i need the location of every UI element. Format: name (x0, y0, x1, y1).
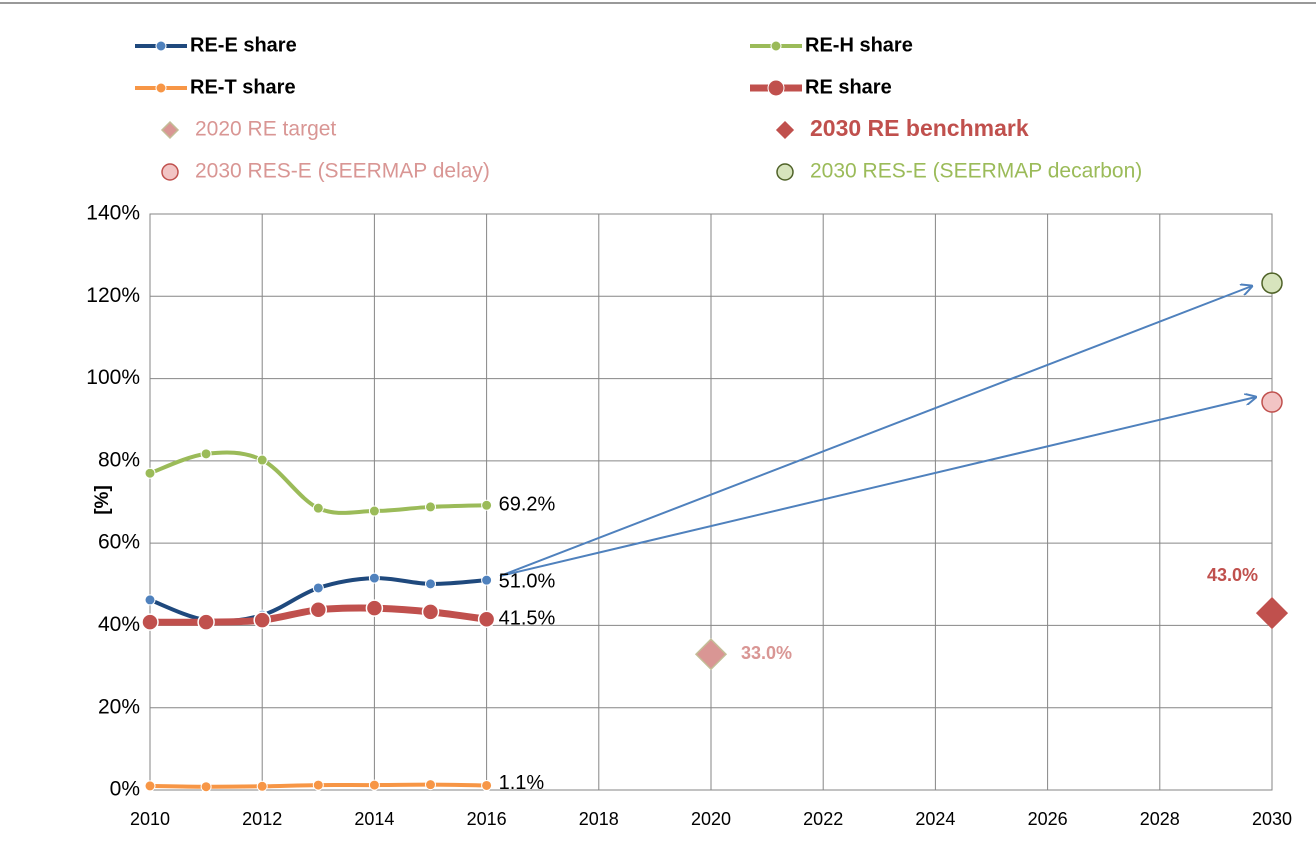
plot-border (149, 213, 1273, 791)
arrow (499, 286, 1252, 577)
y-axis-label: [%] (92, 485, 113, 515)
y-tick-label: 60% (98, 531, 140, 554)
legend-label: 2020 RE target (195, 118, 336, 141)
legend-label: 2030 RES-E (SEERMAP decarbon) (810, 160, 1142, 183)
legend-item: 2030 RE benchmark (810, 115, 1029, 141)
data-point (312, 582, 324, 594)
data-point (144, 780, 156, 792)
legend-marker (775, 120, 795, 140)
data-point (1255, 597, 1289, 630)
data-point (481, 499, 493, 511)
legend-item: 2030 RES-E (SEERMAP delay) (195, 160, 490, 183)
data-point (144, 467, 156, 479)
data-point (312, 779, 324, 791)
data-point (481, 574, 493, 586)
data-point (256, 780, 268, 792)
data-point (365, 599, 384, 617)
data-point (197, 613, 215, 631)
data-point (200, 448, 212, 460)
data-point (368, 572, 380, 584)
data-point (256, 454, 268, 466)
legend-marker (767, 79, 785, 97)
y-tick-label: 120% (86, 284, 140, 307)
legend-marker (160, 120, 180, 140)
data-point (312, 502, 324, 514)
x-tick-label: 2014 (354, 809, 394, 829)
data-point (141, 613, 159, 631)
data-point (481, 779, 493, 791)
y-tick-label: 140% (86, 202, 140, 225)
data-point (1261, 391, 1283, 413)
x-tick-label: 2018 (579, 809, 619, 829)
data-point (425, 779, 436, 791)
legend-marker (155, 82, 167, 94)
x-tick-label: 2022 (803, 809, 843, 829)
data-point (368, 505, 380, 517)
data-label: 69.2% (499, 494, 556, 516)
data-point (253, 611, 271, 629)
legend-label: RE-H share (805, 34, 913, 56)
x-tick-label: 2028 (1140, 809, 1180, 829)
data-label: 33.0% (741, 643, 792, 663)
y-tick-label: 100% (86, 366, 140, 389)
legend-item: 2020 RE target (195, 118, 336, 141)
data-point (425, 578, 436, 590)
data-label: 43.0% (1207, 565, 1258, 585)
x-tick-label: 2010 (130, 809, 170, 829)
x-tick-label: 2012 (242, 809, 282, 829)
data-point (1261, 272, 1283, 294)
data-point (425, 501, 436, 513)
legend-marker (770, 40, 782, 52)
x-tick-label: 2024 (915, 809, 955, 829)
legend-marker (155, 40, 167, 52)
data-point (694, 638, 728, 671)
x-tick-label: 2026 (1028, 809, 1068, 829)
x-tick-label: 2030 (1252, 809, 1292, 829)
data-point (368, 779, 380, 791)
y-tick-label: 0% (110, 778, 140, 801)
legend-item: 2030 RES-E (SEERMAP decarbon) (810, 160, 1142, 183)
legend-marker (161, 163, 179, 181)
y-tick-label: 20% (98, 695, 140, 718)
data-point (421, 603, 440, 621)
data-label: 1.1% (499, 772, 545, 794)
data-point (309, 601, 328, 619)
x-tick-label: 2016 (467, 809, 507, 829)
arrow (499, 397, 1256, 577)
legend-label: RE-T share (190, 76, 296, 98)
data-label: 41.5% (499, 608, 556, 630)
x-tick-label: 2020 (691, 809, 731, 829)
legend-marker (776, 163, 794, 181)
legend-label: 2030 RE benchmark (810, 115, 1029, 141)
y-tick-label: 80% (98, 448, 140, 471)
legend-label: 2030 RES-E (SEERMAP delay) (195, 160, 490, 183)
data-point (200, 781, 212, 793)
legend-label: RE share (805, 76, 892, 98)
legend-label: RE-E share (190, 34, 297, 56)
data-point (144, 594, 156, 606)
data-point (477, 610, 496, 629)
y-tick-label: 40% (98, 613, 140, 636)
data-label: 51.0% (499, 570, 556, 592)
